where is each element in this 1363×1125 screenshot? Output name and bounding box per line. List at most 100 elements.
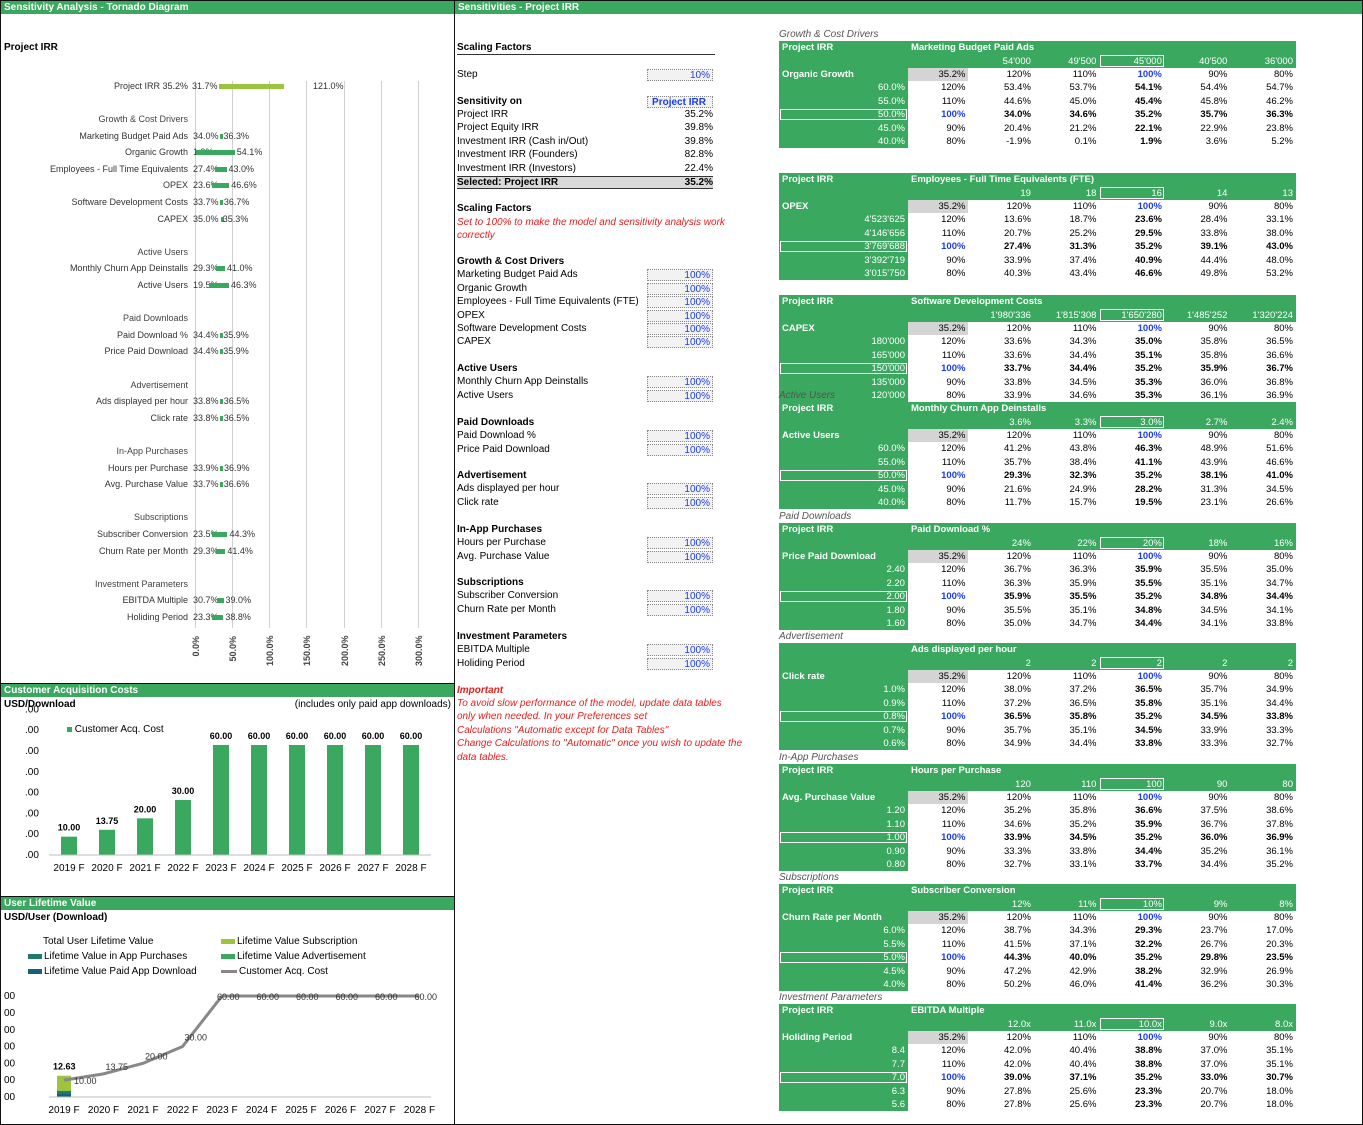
- scaling-factor-input[interactable]: 100%: [647, 644, 713, 657]
- scaling-factor-input[interactable]: 100%: [647, 590, 713, 603]
- scaling-factor-input[interactable]: 100%: [647, 657, 713, 670]
- scaling-factor-input[interactable]: 100%: [647, 537, 713, 550]
- table-cell: 33.1%: [1266, 214, 1293, 226]
- table-col-pct: 80%: [1273, 200, 1293, 212]
- table-row-driver-top: [779, 1017, 908, 1031]
- table-cell: 23.1%: [1200, 496, 1228, 508]
- table-row: 50.0% 100% 34.0% 34.6% 35.2% 35.7% 36.3%: [779, 107, 1296, 122]
- table-row-pct: 110%: [941, 818, 966, 830]
- tornado-group-label: Growth & Cost Drivers: [98, 114, 188, 124]
- scaling-factor-input[interactable]: 100%: [647, 296, 713, 309]
- table-row-value: 40.0%: [779, 495, 908, 510]
- ltv-legend-item: Lifetime Value Paid App Download: [28, 966, 197, 977]
- table-row-value: 0.6%: [779, 736, 908, 751]
- scaling-factor-input[interactable]: 100%: [647, 269, 713, 282]
- table-cell: 47.2%: [1004, 965, 1031, 977]
- scaling-factor-input[interactable]: 100%: [647, 389, 713, 402]
- table-cell: 34.1%: [1266, 604, 1293, 616]
- scaling-factor-label: CAPEX: [457, 336, 491, 348]
- table-row-pct: 90%: [946, 122, 966, 134]
- tornado-row-label: Price Paid Download: [104, 346, 188, 357]
- table-row-pct: 100%: [941, 952, 966, 964]
- table-row: 40.0% 80% -1.9% 0.1% 1.9% 3.6% 5.2%: [779, 134, 1296, 149]
- scaling-factor-row: OPEX 100%: [457, 309, 713, 323]
- table-row-pct: 90%: [946, 254, 966, 266]
- table-cell: 34.4%: [1135, 845, 1162, 857]
- cac-y-tick: .00: [25, 746, 39, 757]
- table-cell: 35.3%: [1135, 389, 1162, 401]
- table-row-value: 120'000: [779, 388, 908, 403]
- table-row: 2.20 110% 36.3% 35.9% 35.5% 35.1% 34.7%: [779, 576, 1296, 590]
- table-row: 4.0% 80% 50.2% 46.0% 41.4% 36.2% 30.3%: [779, 977, 1296, 992]
- table-row-value: 4'523'625: [779, 213, 908, 227]
- scaling-factor-input[interactable]: 100%: [647, 443, 713, 456]
- sens-on-select[interactable]: Project IRR: [647, 96, 713, 108]
- table-row: 45.0% 90% 20.4% 21.2% 22.1% 22.9% 23.8%: [779, 121, 1296, 135]
- cac-y-tick: .00: [25, 788, 39, 799]
- table-header-row: Project IRR Hours per Purchase: [779, 764, 1296, 778]
- table-row-value: 6.0%: [779, 924, 908, 938]
- scaling-factor-input[interactable]: 100%: [647, 483, 713, 496]
- table-cell: 32.3%: [1069, 470, 1097, 482]
- table-row-pct: 100%: [941, 470, 966, 482]
- scaling-factor-input[interactable]: 100%: [647, 336, 713, 349]
- scaling-factor-input[interactable]: 100%: [647, 323, 713, 335]
- table-cell: 19.5%: [1135, 496, 1162, 508]
- table-col-value: 2: [968, 656, 1034, 670]
- table-col-pct: 80%: [1273, 429, 1293, 441]
- scaling-factor-input[interactable]: 100%: [647, 603, 713, 616]
- scaling-factor-label: Paid Download %: [457, 430, 536, 442]
- scaling-factor-input[interactable]: 100%: [647, 550, 713, 563]
- scaling-factor-input[interactable]: 100%: [647, 282, 713, 295]
- table-col-pct: 110%: [1072, 1031, 1097, 1043]
- ltv-y-tick: 00: [4, 991, 16, 1002]
- table-cell: 39.0%: [1004, 1072, 1031, 1084]
- ltv-category-label: 2027 F: [364, 1105, 395, 1116]
- table-cell: -1.9%: [1006, 135, 1031, 147]
- table-cell: 35.2%: [1200, 845, 1228, 857]
- table-row-value: 45.0%: [779, 121, 908, 135]
- table-grid: Project IRR Subscriber Conversion 12% 11% 10…: [779, 884, 1296, 992]
- scaling-factor-input[interactable]: 100%: [647, 376, 713, 389]
- table-cell: 45.4%: [1134, 95, 1162, 107]
- table-cell: 28.2%: [1135, 483, 1162, 495]
- scaling-factor-input[interactable]: 100%: [647, 309, 713, 322]
- table-row: 45.0% 90% 21.6% 24.9% 28.2% 31.3% 34.5%: [779, 482, 1296, 496]
- ltv-inapp-bar: [57, 1091, 71, 1094]
- tornado-bar: [214, 166, 227, 172]
- table-row: 1.0% 120% 38.0% 37.2% 36.5% 35.7% 34.9%: [779, 683, 1296, 697]
- scaling-factor-input[interactable]: 100%: [647, 430, 713, 443]
- scaling-factor-input[interactable]: 100%: [647, 496, 713, 509]
- table-pct-row: Active Users 35.2% 120% 110% 100% 90% 80%: [779, 428, 1296, 443]
- table-row-value: 60.0%: [779, 442, 908, 456]
- table-col-value: 1'650'280: [1099, 308, 1165, 322]
- cac-y-tick: .00: [25, 725, 39, 736]
- table-cell: 28.4%: [1200, 214, 1228, 226]
- table-col-driver: Employees - Full Time Equivalents (FTE): [907, 173, 1296, 187]
- table-col-value: 1'815'308: [1033, 308, 1100, 322]
- table-grid: Ads displayed per hour 2 2 2 2 2 Click rate 35.…: [779, 643, 1296, 751]
- output-value: 39.8%: [684, 122, 713, 134]
- table-colvalue-row: 19 18 16 14 13: [779, 186, 1296, 200]
- table-cell: 38.0%: [1266, 227, 1293, 239]
- table-cell: 35.5%: [1134, 577, 1162, 589]
- table-row-value: 165'000: [779, 348, 908, 362]
- sensitivity-table: Project IRR Employees - Full Time Equival…: [779, 161, 1296, 281]
- step-input[interactable]: 10%: [647, 69, 713, 81]
- table-cell: 44.4%: [1200, 254, 1228, 266]
- table-cell: 20.4%: [1003, 122, 1031, 134]
- table-corner-value: 35.2%: [907, 790, 969, 805]
- tornado-row-label: Software Development Costs: [71, 197, 188, 207]
- table-row-value: 40.0%: [779, 134, 908, 149]
- tornado-header: Sensitivity Analysis - Tornado Diagram: [1, 1, 454, 14]
- table-cell: 45.8%: [1200, 95, 1228, 107]
- tornado-row-label: Active Users: [137, 280, 188, 290]
- table-header-row: Project IRR Marketing Budget Paid Ads: [779, 41, 1296, 55]
- table-cell: 53.7%: [1069, 82, 1097, 94]
- table-row-value: 1.20: [779, 804, 908, 818]
- tornado-bar: [219, 415, 223, 421]
- important-line: To avoid slow performance of the model, …: [457, 698, 722, 709]
- tornado-bar: [219, 465, 223, 471]
- table-cell: 35.2%: [1135, 711, 1162, 723]
- table-cell: 33.6%: [1004, 336, 1031, 348]
